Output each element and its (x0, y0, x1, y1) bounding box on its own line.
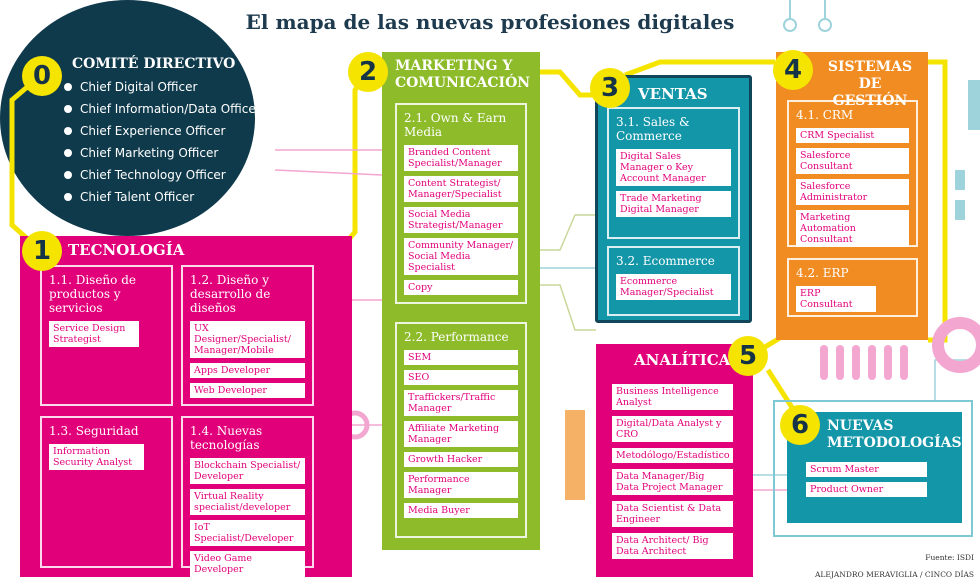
section-4-1: 4.1. CRM CRM Specialist Salesforce Consu… (787, 100, 918, 247)
metodologias-frame (773, 400, 973, 537)
sistemas-panel: SISTEMAS DE GESTIÓN 4.1. CRM CRM Special… (776, 52, 928, 340)
role-item: Data Architect/ Big Data Architect (612, 533, 733, 559)
comite-title: COMITÉ DIRECTIVO (72, 56, 236, 72)
role-item: Traffickers/Traffic Manager (404, 390, 518, 416)
section-title: 1.2. Diseño y desarrollo de diseños (190, 273, 271, 315)
role-item: Business Intelligence Analyst (612, 384, 733, 410)
section-title: 4.1. CRM (796, 108, 854, 122)
role-item: IoT Specialist/Developer (190, 520, 305, 546)
badge-4: 4 (773, 50, 813, 90)
role-item: Affiliate Marketing Manager (404, 421, 518, 447)
badge-5: 5 (728, 336, 768, 376)
section-2-2: 2.2. Performance SEM SEO Traffickers/Tra… (395, 322, 527, 538)
tecnologia-panel: TECNOLOGÍA 1.1. Diseño de productos y se… (20, 236, 352, 577)
section-4-2: 4.2. ERP ERP Consultant (787, 258, 918, 317)
role-item: CRM Specialist (796, 128, 909, 143)
role-item: Community Manager/ Social Media Speciali… (404, 238, 518, 275)
section-1-4: 1.4. Nuevas tecnologías Blockchain Speci… (181, 416, 314, 577)
role-item: Data Scientist & Data Engineer (612, 501, 733, 527)
metodologias-title: NUEVAS METODOLOGÍAS (827, 418, 962, 451)
comite-item: Chief Experience Officer (63, 124, 225, 138)
comite-item: Chief Information/Data Officer (64, 102, 261, 116)
section-title: 3.1. Sales & Commerce (616, 115, 690, 143)
section-title: 2.2. Performance (404, 330, 509, 344)
role-item: ERP Consultant (796, 286, 876, 312)
analitica-panel: ANALÍTICA Business Intelligence Analyst … (596, 344, 753, 577)
role-item: Metodólogo/Estadístico (612, 448, 733, 463)
comite-item: Chief Talent Officer (63, 190, 194, 204)
section-2-1: 2.1. Own & Earn Media Branded Content Sp… (395, 103, 527, 304)
badge-0: 0 (22, 56, 62, 96)
role-item: Video Game Developer (190, 551, 305, 577)
marketing-title: MARKETING Y COMUNICACIÓN (395, 58, 531, 91)
badge-2: 2 (348, 52, 388, 92)
role-item: Scrum Master (806, 462, 927, 477)
role-item: Copy (404, 280, 518, 295)
section-1-1: 1.1. Diseño de productos y servicios Ser… (40, 265, 173, 406)
ventas-panel: VENTAS 3.1. Sales & Commerce Digital Sal… (595, 75, 752, 323)
badge-1: 1 (22, 231, 62, 271)
section-title: 3.2. Ecommerce (616, 254, 715, 268)
marketing-panel: MARKETING Y COMUNICACIÓN 2.1. Own & Earn… (382, 52, 540, 550)
section-title: 1.3. Seguridad (49, 424, 139, 438)
role-item: SEO (404, 370, 518, 385)
source-note: Fuente: ISDI (925, 553, 974, 562)
role-item: Social Media Strategist/Manager (404, 207, 518, 233)
role-item: Branded Content Specialist/Manager (404, 145, 518, 171)
ventas-title: VENTAS (638, 85, 708, 103)
comite-directivo-panel (0, 0, 255, 236)
section-3-1: 3.1. Sales & Commerce Digital Sales Mana… (607, 107, 740, 239)
section-1-2: 1.2. Diseño y desarrollo de diseños UX D… (181, 265, 314, 406)
badge-3: 3 (590, 68, 630, 108)
role-item: Salesforce Administrator (796, 179, 909, 205)
role-item: UX Designer/Specialist/ Manager/Mobile (190, 321, 305, 358)
page-title: El mapa de las nuevas profesiones digita… (245, 10, 735, 34)
credit-note: ALEJANDRO MERAVIGLIA / CINCO DÍAS (815, 570, 974, 579)
comite-item: Chief Marketing Officer (63, 146, 218, 160)
role-item: Salesforce Consultant (796, 148, 909, 174)
role-item: Content Strategist/ Manager/Specialist (404, 176, 518, 202)
role-item: Digital Sales Manager o Key Account Mana… (616, 149, 731, 186)
role-item: Blockchain Specialist/ Developer (190, 458, 305, 484)
section-title: 1.4. Nuevas tecnologías (190, 424, 263, 452)
analitica-title: ANALÍTICA (634, 351, 731, 369)
role-item: SEM (404, 350, 518, 365)
role-item: Apps Developer (190, 363, 305, 378)
role-item: Performance Manager (404, 472, 518, 498)
comite-item: Chief Technology Officer (64, 168, 226, 182)
role-item: Digital/Data Analyst y CRO (612, 416, 733, 442)
role-item: Data Manager/Big Data Project Manager (612, 469, 733, 495)
section-1-3: 1.3. Seguridad Information Security Anal… (40, 416, 173, 568)
tecnologia-title: TECNOLOGÍA (68, 241, 185, 259)
role-item: Virtual Reality specialist/developer (190, 489, 305, 515)
section-title: 4.2. ERP (796, 266, 849, 280)
section-3-2: 3.2. Ecommerce Ecommerce Manager/Special… (607, 246, 740, 316)
role-item: Information Security Analyst (49, 444, 144, 470)
role-item: Ecommerce Manager/Specialist (616, 274, 731, 300)
role-item: Marketing Automation Consultant (796, 210, 909, 247)
comite-item: Chief Digital Officer (63, 80, 197, 94)
role-item: Web Developer (190, 383, 305, 398)
section-title: 1.1. Diseño de productos y servicios (49, 273, 136, 315)
role-item: Growth Hacker (404, 452, 518, 467)
role-item: Service Design Strategist (49, 321, 139, 347)
badge-6: 6 (780, 405, 820, 445)
role-item: Product Owner (806, 482, 927, 497)
section-title: 2.1. Own & Earn Media (404, 111, 507, 139)
role-item: Trade Marketing Digital Manager (616, 191, 731, 217)
role-item: Media Buyer (404, 503, 518, 518)
